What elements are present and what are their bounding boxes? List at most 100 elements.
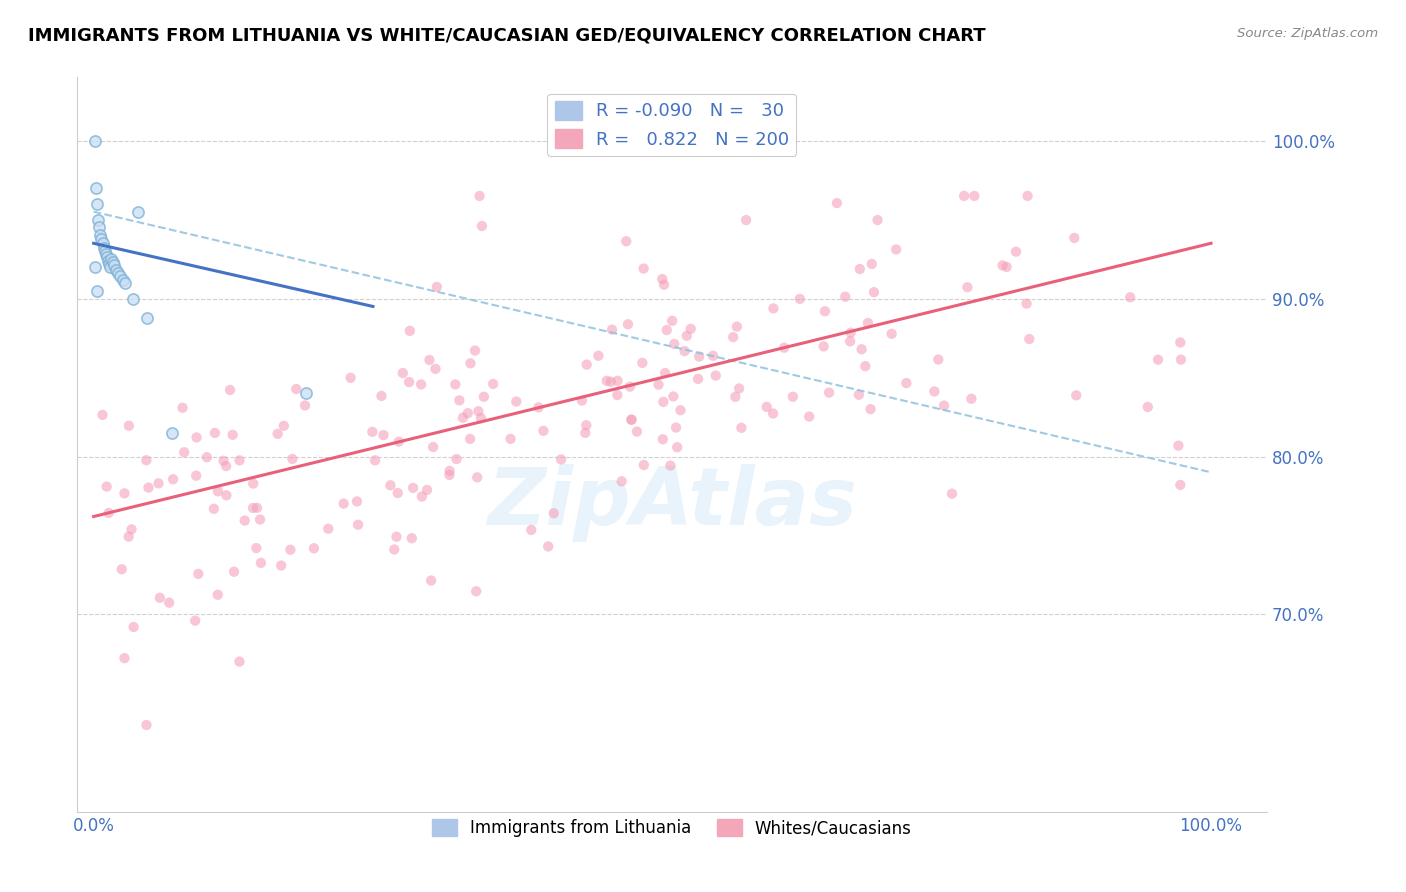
Point [606, 388, 628, 402]
Point [160, 425, 183, 440]
Point [896, 376, 918, 390]
Point [647, 377, 669, 392]
Point [114, 651, 136, 665]
Point [799, 409, 821, 424]
Point [679, 322, 702, 336]
Point [654, 366, 676, 380]
Point [136, 310, 159, 325]
Point [266, 426, 288, 441]
Point [859, 402, 882, 417]
Point [103, 259, 125, 273]
Point [228, 655, 250, 669]
Point [963, 189, 986, 203]
Point [762, 301, 785, 316]
Point [1005, 244, 1028, 259]
Point [652, 277, 675, 292]
Point [370, 389, 392, 403]
Point [1167, 439, 1189, 453]
Point [1168, 478, 1191, 492]
Point [184, 614, 207, 628]
Point [219, 383, 242, 397]
Point [619, 379, 641, 393]
Point [686, 372, 709, 386]
Point [148, 476, 170, 491]
Point [651, 272, 673, 286]
Point [782, 390, 804, 404]
Point [89, 228, 111, 243]
Point [633, 261, 655, 276]
Point [89, 220, 111, 235]
Point [339, 371, 361, 385]
Point [270, 558, 292, 573]
Point [853, 359, 876, 373]
Point [425, 362, 447, 376]
Point [460, 356, 482, 370]
Text: Source: ZipAtlas.com: Source: ZipAtlas.com [1237, 27, 1378, 40]
Point [574, 425, 596, 440]
Point [98, 260, 121, 274]
Point [422, 440, 444, 454]
Point [520, 523, 543, 537]
Point [721, 330, 744, 344]
Point [204, 425, 226, 440]
Point [1064, 388, 1087, 402]
Point [90, 231, 112, 245]
Point [157, 596, 180, 610]
Point [728, 381, 751, 395]
Point [1147, 352, 1170, 367]
Point [96, 480, 118, 494]
Point [664, 337, 686, 351]
Point [347, 517, 370, 532]
Point [444, 377, 467, 392]
Point [606, 374, 628, 388]
Point [195, 450, 218, 465]
Point [172, 401, 194, 415]
Point [464, 343, 486, 358]
Point [991, 259, 1014, 273]
Point [207, 588, 229, 602]
Point [420, 574, 443, 588]
Point [346, 494, 368, 508]
Point [620, 413, 643, 427]
Point [467, 404, 489, 418]
Point [814, 304, 837, 318]
Point [94, 247, 117, 261]
Point [465, 584, 488, 599]
Point [675, 328, 697, 343]
Point [537, 540, 560, 554]
Point [97, 253, 120, 268]
Text: IMMIGRANTS FROM LITHUANIA VS WHITE/CAUCASIAN GED/EQUIVALENCY CORRELATION CHART: IMMIGRANTS FROM LITHUANIA VS WHITE/CAUCA… [28, 27, 986, 45]
Point [83, 134, 105, 148]
Point [724, 390, 747, 404]
Point [610, 475, 633, 489]
Point [924, 384, 946, 399]
Point [956, 280, 979, 294]
Point [762, 407, 785, 421]
Point [1136, 400, 1159, 414]
Point [633, 458, 655, 472]
Point [834, 290, 856, 304]
Point [91, 236, 114, 251]
Point [927, 352, 949, 367]
Point [87, 212, 110, 227]
Point [222, 565, 245, 579]
Point [385, 530, 408, 544]
Text: ZipAtlas: ZipAtlas [486, 465, 856, 542]
Point [127, 204, 149, 219]
Point [505, 394, 527, 409]
Point [121, 522, 143, 536]
Point [97, 506, 120, 520]
Point [446, 452, 468, 467]
Point [96, 251, 118, 265]
Point [411, 490, 433, 504]
Point [439, 467, 461, 482]
Point [409, 377, 432, 392]
Point [932, 399, 955, 413]
Point [100, 252, 122, 266]
Point [599, 375, 621, 389]
Point [215, 488, 238, 502]
Point [851, 343, 873, 357]
Point [398, 324, 420, 338]
Point [187, 566, 209, 581]
Point [84, 181, 107, 195]
